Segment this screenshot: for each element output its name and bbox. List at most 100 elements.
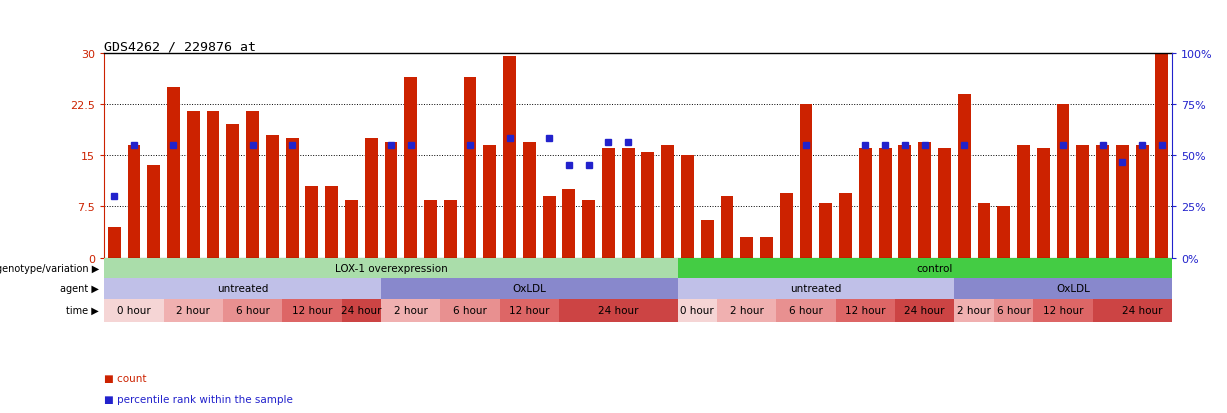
Bar: [104, 278, 382, 299]
Bar: [677, 258, 1191, 278]
Bar: [1017, 146, 1029, 258]
Text: 12 hour: 12 hour: [1043, 306, 1083, 316]
Bar: [384, 142, 398, 258]
Bar: [364, 139, 378, 258]
Bar: [1136, 146, 1148, 258]
Bar: [128, 146, 140, 258]
Bar: [760, 237, 773, 258]
Bar: [440, 299, 499, 322]
Bar: [444, 200, 456, 258]
Bar: [937, 149, 951, 258]
Bar: [560, 299, 677, 322]
Bar: [404, 78, 417, 258]
Bar: [622, 149, 634, 258]
Bar: [187, 112, 200, 258]
Text: 6 hour: 6 hour: [236, 306, 270, 316]
Bar: [306, 186, 318, 258]
Bar: [1037, 149, 1050, 258]
Bar: [820, 204, 832, 258]
Bar: [542, 197, 556, 258]
Text: time ▶: time ▶: [66, 306, 99, 316]
Bar: [681, 156, 694, 258]
Bar: [1076, 146, 1090, 258]
Bar: [266, 135, 279, 258]
Bar: [483, 146, 496, 258]
Bar: [955, 299, 994, 322]
Bar: [839, 193, 852, 258]
Bar: [104, 258, 677, 278]
Bar: [879, 149, 892, 258]
Bar: [104, 299, 163, 322]
Text: 0 hour: 0 hour: [117, 306, 151, 316]
Text: 24 hour: 24 hour: [1121, 306, 1162, 316]
Bar: [147, 166, 161, 258]
Bar: [998, 207, 1010, 258]
Bar: [955, 278, 1191, 299]
Bar: [499, 299, 560, 322]
Bar: [503, 57, 517, 258]
Text: OxLDL: OxLDL: [513, 284, 546, 294]
Bar: [602, 149, 615, 258]
Text: untreated: untreated: [790, 284, 842, 294]
Bar: [720, 197, 734, 258]
Bar: [859, 149, 872, 258]
Bar: [223, 299, 282, 322]
Text: 24 hour: 24 hour: [598, 306, 638, 316]
Bar: [286, 139, 298, 258]
Bar: [894, 299, 955, 322]
Text: 24 hour: 24 hour: [341, 306, 382, 316]
Bar: [226, 125, 239, 258]
Bar: [1033, 299, 1093, 322]
Bar: [642, 152, 654, 258]
Bar: [677, 299, 717, 322]
Bar: [582, 200, 595, 258]
Text: 12 hour: 12 hour: [509, 306, 550, 316]
Bar: [1156, 54, 1168, 258]
Text: untreated: untreated: [217, 284, 269, 294]
Bar: [978, 204, 990, 258]
Bar: [167, 88, 180, 258]
Bar: [206, 112, 220, 258]
Bar: [247, 112, 259, 258]
Bar: [677, 278, 955, 299]
Bar: [464, 78, 476, 258]
Text: GDS4262 / 229876_at: GDS4262 / 229876_at: [104, 40, 256, 52]
Bar: [1056, 105, 1070, 258]
Bar: [282, 299, 341, 322]
Bar: [740, 237, 753, 258]
Bar: [661, 146, 674, 258]
Bar: [382, 278, 677, 299]
Bar: [958, 95, 971, 258]
Bar: [523, 142, 536, 258]
Text: 2 hour: 2 hour: [957, 306, 991, 316]
Text: 6 hour: 6 hour: [453, 306, 487, 316]
Text: genotype/variation ▶: genotype/variation ▶: [0, 263, 99, 273]
Text: 12 hour: 12 hour: [845, 306, 886, 316]
Text: agent ▶: agent ▶: [60, 284, 99, 294]
Bar: [836, 299, 894, 322]
Bar: [918, 142, 931, 258]
Text: 6 hour: 6 hour: [789, 306, 823, 316]
Bar: [780, 193, 793, 258]
Text: 2 hour: 2 hour: [394, 306, 428, 316]
Bar: [108, 227, 120, 258]
Bar: [701, 221, 714, 258]
Bar: [425, 200, 437, 258]
Bar: [382, 299, 440, 322]
Bar: [898, 146, 912, 258]
Bar: [562, 190, 575, 258]
Text: 24 hour: 24 hour: [904, 306, 945, 316]
Text: OxLDL: OxLDL: [1056, 284, 1090, 294]
Bar: [994, 299, 1033, 322]
Text: LOX-1 overexpression: LOX-1 overexpression: [335, 263, 448, 273]
Bar: [777, 299, 836, 322]
Bar: [163, 299, 223, 322]
Text: ■ count: ■ count: [104, 373, 147, 383]
Bar: [341, 299, 382, 322]
Bar: [325, 186, 339, 258]
Bar: [1096, 146, 1109, 258]
Text: 6 hour: 6 hour: [996, 306, 1031, 316]
Text: 2 hour: 2 hour: [177, 306, 210, 316]
Bar: [800, 105, 812, 258]
Bar: [345, 200, 358, 258]
